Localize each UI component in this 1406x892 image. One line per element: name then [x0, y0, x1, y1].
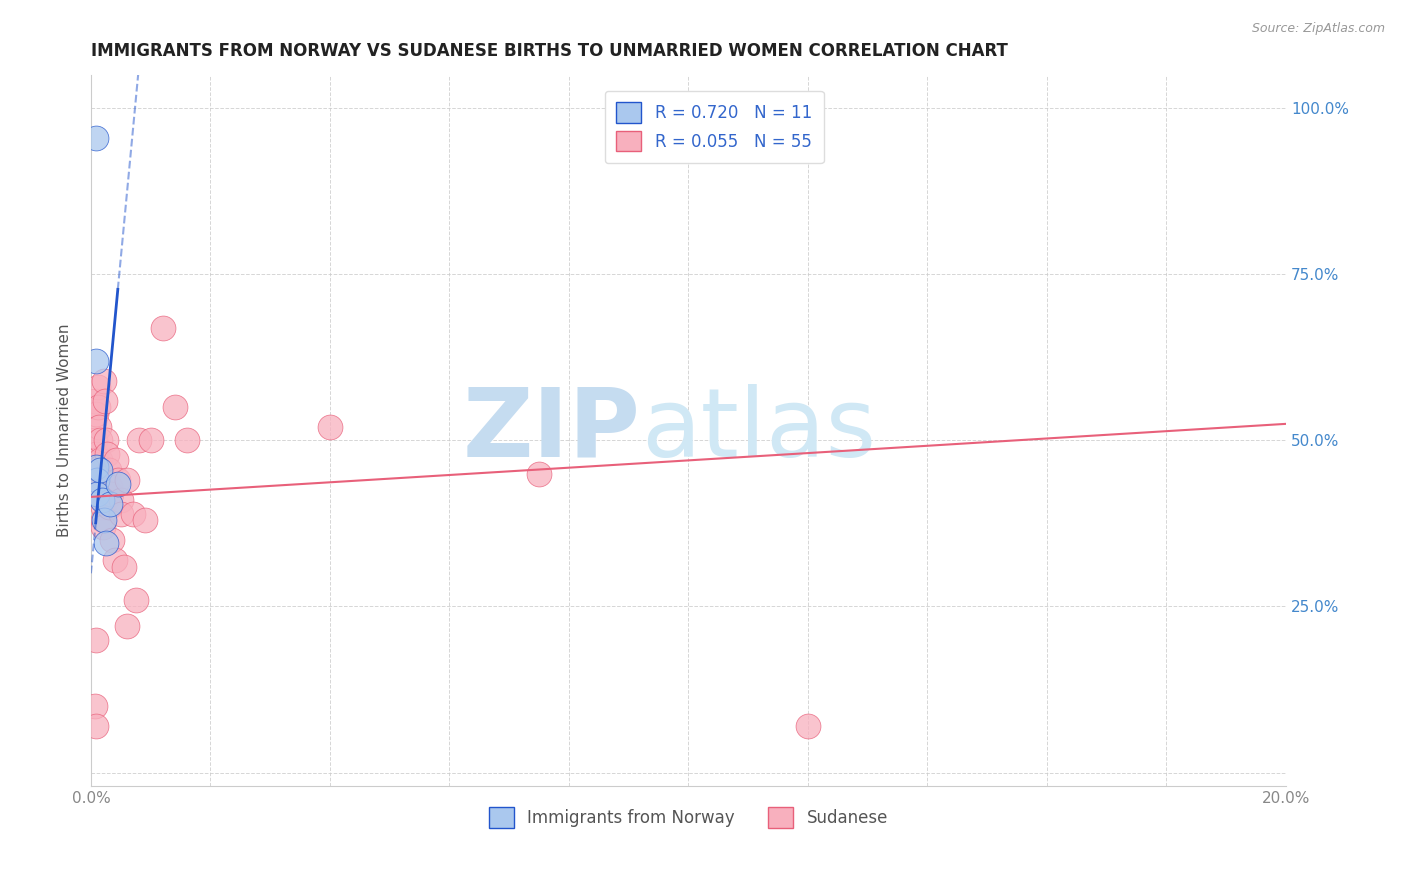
Point	[84, 393, 107, 408]
Point	[89, 420, 111, 434]
Point	[84, 131, 107, 145]
Text: ZIP: ZIP	[463, 384, 641, 477]
Point	[110, 507, 132, 521]
Point	[93, 513, 115, 527]
Point	[89, 463, 111, 477]
Point	[100, 486, 122, 500]
Point	[86, 486, 108, 500]
Point	[97, 463, 120, 477]
Point	[86, 473, 108, 487]
Point	[176, 434, 198, 448]
Point	[83, 413, 105, 427]
Point	[91, 500, 114, 514]
Point	[86, 486, 108, 500]
Point	[86, 473, 108, 487]
Point	[125, 592, 148, 607]
Point	[797, 719, 820, 733]
Point	[90, 493, 112, 508]
Point	[83, 434, 105, 448]
Point	[89, 453, 111, 467]
Point	[96, 447, 118, 461]
Point	[527, 467, 550, 481]
Point	[107, 476, 129, 491]
Point	[84, 460, 107, 475]
Y-axis label: Births to Unmarried Women: Births to Unmarried Women	[58, 324, 72, 537]
Point	[94, 536, 117, 550]
Point	[90, 486, 112, 500]
Point	[90, 493, 112, 508]
Point	[86, 480, 108, 494]
Point	[83, 699, 105, 714]
Point	[97, 486, 120, 500]
Point	[115, 473, 138, 487]
Point	[94, 434, 117, 448]
Text: IMMIGRANTS FROM NORWAY VS SUDANESE BIRTHS TO UNMARRIED WOMEN CORRELATION CHART: IMMIGRANTS FROM NORWAY VS SUDANESE BIRTH…	[91, 42, 1008, 60]
Point	[101, 533, 124, 547]
Point	[84, 453, 107, 467]
Point	[110, 493, 132, 508]
Point	[104, 553, 127, 567]
Text: Source: ZipAtlas.com: Source: ZipAtlas.com	[1251, 22, 1385, 36]
Point	[87, 401, 110, 415]
Point	[139, 434, 162, 448]
Point	[91, 513, 114, 527]
Point	[98, 497, 121, 511]
Point	[86, 467, 108, 481]
Point	[89, 460, 111, 475]
Point	[134, 513, 156, 527]
Point	[112, 559, 135, 574]
Point	[87, 380, 110, 394]
Point	[163, 401, 186, 415]
Point	[91, 520, 114, 534]
Point	[84, 460, 107, 475]
Point	[152, 320, 174, 334]
Point	[98, 480, 121, 494]
Point	[115, 619, 138, 633]
Point	[107, 473, 129, 487]
Text: atlas: atlas	[641, 384, 876, 477]
Point	[84, 407, 107, 421]
Point	[89, 434, 111, 448]
Point	[93, 374, 115, 388]
Point	[84, 447, 107, 461]
Point	[319, 420, 342, 434]
Point	[90, 480, 112, 494]
Point	[84, 353, 107, 368]
Point	[97, 500, 120, 514]
Legend: Immigrants from Norway, Sudanese: Immigrants from Norway, Sudanese	[482, 801, 894, 834]
Point	[128, 434, 150, 448]
Point	[84, 632, 107, 647]
Point	[93, 393, 115, 408]
Point	[84, 719, 107, 733]
Point	[121, 507, 143, 521]
Point	[105, 453, 128, 467]
